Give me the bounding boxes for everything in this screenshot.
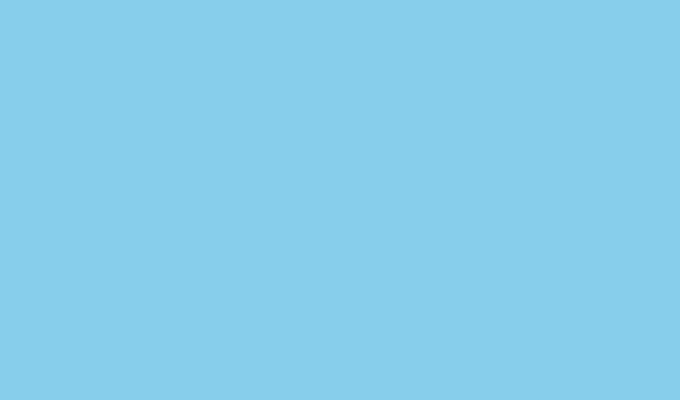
- Wedge shape: [0, 0, 92, 41]
- Wedge shape: [0, 233, 386, 400]
- Wedge shape: [254, 0, 680, 400]
- Wedge shape: [0, 0, 86, 51]
- Wedge shape: [260, 0, 680, 400]
- Wedge shape: [0, 243, 380, 400]
- Circle shape: [0, 0, 603, 400]
